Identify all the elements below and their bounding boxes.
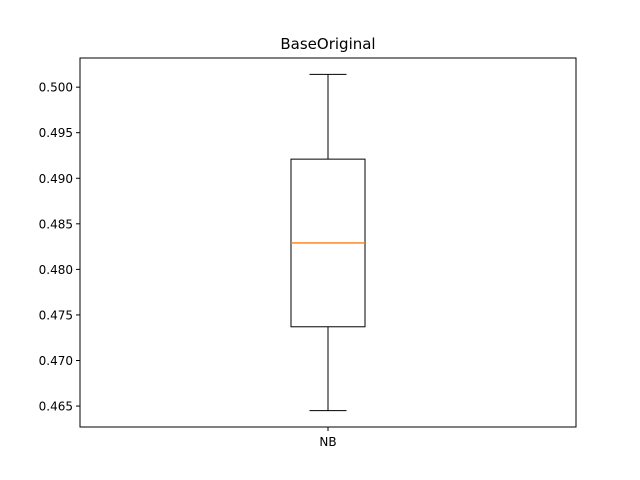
- y-axis: 0.465 0.470 0.475 0.480 0.485 0.490 0.495 0.500: [39, 81, 80, 414]
- chart-title: BaseOriginal: [280, 35, 375, 53]
- x-axis: NB: [319, 427, 337, 449]
- x-tick-label: NB: [319, 435, 336, 449]
- y-tick-label: 0.490: [39, 172, 73, 186]
- y-tick-label: 0.475: [39, 308, 73, 322]
- y-tick-label: 0.495: [39, 126, 73, 140]
- y-tick-label: 0.480: [39, 263, 73, 277]
- y-tick-label: 0.470: [39, 354, 73, 368]
- box-group: [290, 73, 366, 412]
- y-tick-label: 0.500: [39, 81, 73, 95]
- y-tick-label: 0.465: [39, 400, 73, 414]
- y-tick-label: 0.485: [39, 217, 73, 231]
